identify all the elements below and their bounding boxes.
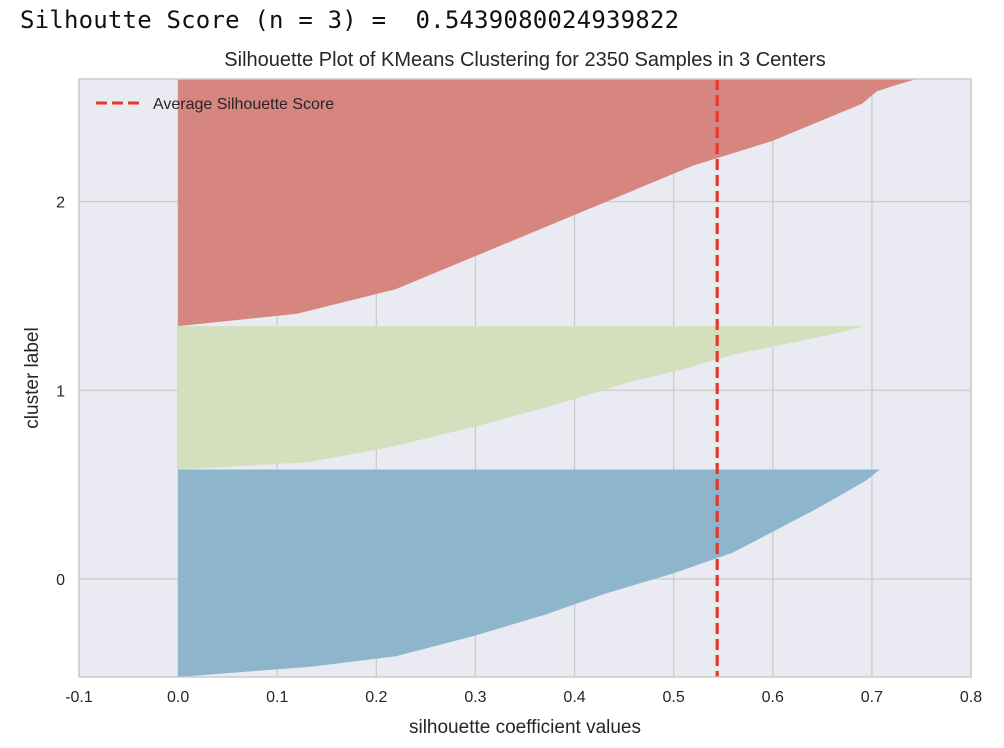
silhouette-fills	[178, 79, 917, 677]
x-tick-label: -0.1	[65, 689, 93, 706]
chart-title: Silhouette Plot of KMeans Clustering for…	[224, 49, 825, 71]
x-tick-label: 0.4	[563, 689, 585, 706]
y-tick-label: 0	[56, 572, 65, 589]
legend-label: Average Silhouette Score	[153, 96, 334, 113]
x-tick-label: 0.6	[762, 689, 784, 706]
y-axis-label: cluster label	[22, 327, 43, 428]
x-tick-label: 0.8	[960, 689, 982, 706]
cluster-1-silhouette	[178, 326, 864, 470]
cluster-2-silhouette	[178, 79, 917, 327]
legend: Average Silhouette Score	[96, 96, 334, 113]
x-tick-labels: -0.1 0.0 0.1 0.2 0.3 0.4 0.5 0.6 0.7 0.8	[65, 689, 982, 706]
y-tick-label: 1	[56, 383, 65, 400]
x-tick-label: 0.0	[167, 689, 189, 706]
x-axis-label: silhouette coefficient values	[409, 717, 641, 738]
x-tick-label: 0.5	[663, 689, 685, 706]
cluster-0-silhouette	[178, 469, 880, 677]
silhouette-score-output: Silhoutte Score (n = 3) = 0.543908002493…	[20, 6, 680, 34]
y-tick-labels: 0 1 2	[56, 195, 65, 589]
x-tick-label: 0.3	[464, 689, 486, 706]
y-tick-label: 2	[56, 195, 65, 212]
plot-frame	[78, 78, 972, 678]
x-tick-label: 0.1	[266, 689, 288, 706]
x-tick-label: 0.7	[861, 689, 883, 706]
x-tick-label: 0.2	[365, 689, 387, 706]
